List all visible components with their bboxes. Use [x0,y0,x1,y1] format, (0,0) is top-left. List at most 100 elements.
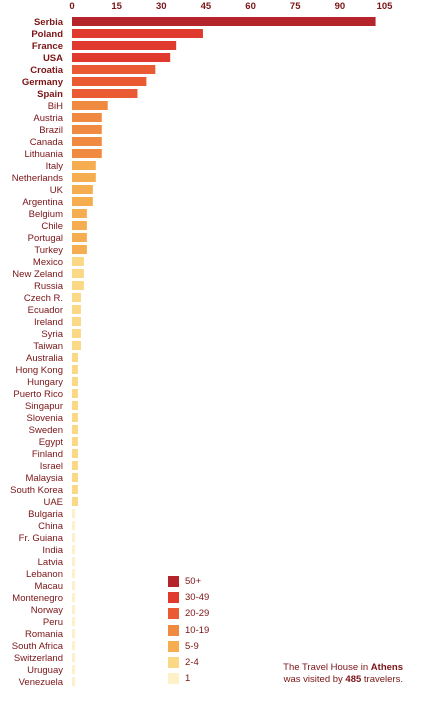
bar [72,305,81,314]
category-label: Venezuela [19,677,64,688]
category-label: Latvia [38,557,64,568]
category-label: Syria [41,329,63,340]
legend-item: 1 [168,671,209,687]
legend-label: 2-4 [185,657,199,669]
bar [72,641,75,650]
category-label: Russia [34,281,64,292]
bar [72,401,78,410]
bar [72,17,376,26]
bar [72,509,75,518]
bar [72,221,87,230]
category-label: Lebanon [26,569,63,580]
category-label: France [32,41,63,52]
bar [72,185,93,194]
bars [72,17,376,686]
category-label: Portugal [28,233,63,244]
category-label: Chile [41,221,63,232]
legend-swatch [168,657,179,669]
category-label: Poland [31,29,63,40]
legend-item: 50+ [168,573,209,589]
category-label: USA [43,53,63,64]
category-label: Finland [32,449,63,460]
category-label: New Zeland [12,269,63,280]
legend-item: 30-49 [168,589,209,605]
category-label: Uruguay [27,665,63,676]
bar [72,485,78,494]
footnote-line-1: The Travel House in Athens [258,662,403,674]
bar [72,41,177,50]
bar [72,125,102,134]
footnote-text: was visited by [283,674,346,685]
bar [72,557,75,566]
bar [72,677,75,686]
bar [72,365,78,374]
category-label: Slovenia [27,413,64,424]
bar [72,29,203,38]
category-label: Singapur [25,401,63,412]
bar [72,569,75,578]
bar [72,545,75,554]
bar [72,53,171,62]
category-label: Fr. Guiana [19,533,64,544]
x-tick-label: 0 [69,1,74,12]
bar [72,197,93,206]
category-label: Puerto Rico [13,389,63,400]
legend-swatch [168,608,179,620]
legend-label: 10-19 [185,624,210,636]
bar [72,257,84,266]
bar [72,389,78,398]
bar [72,101,108,110]
bar [72,173,96,182]
footnote-text: The Travel House in [283,662,371,673]
x-axis-ticks: 0 15 30 45 60 75 90 105 [69,1,393,12]
category-label: South Africa [12,641,64,652]
footnote-count: 485 [345,674,362,685]
bar [72,317,81,326]
category-label: UK [50,185,64,196]
legend-swatch [168,591,179,603]
bar [72,449,78,458]
bar [72,329,81,338]
x-tick-label: 105 [377,1,394,12]
x-tick-label: 45 [201,1,212,12]
bar [72,353,78,362]
x-tick-label: 30 [156,1,167,12]
x-tick-label: 90 [335,1,346,12]
category-label: Belgium [29,209,63,220]
category-label: Norway [31,605,63,616]
bar [72,281,84,290]
category-label: Macau [34,581,63,592]
category-label: Taiwan [33,341,63,352]
category-label: Switzerland [14,653,63,664]
bar [72,65,156,74]
category-label: Egypt [39,437,64,448]
category-label: Australia [26,353,64,364]
bar [72,617,75,626]
bar [72,521,75,530]
legend-label: 50+ [185,575,202,587]
footnote-city: Athens [370,662,403,673]
x-tick-label: 75 [290,1,301,12]
legend-swatch [168,624,179,636]
bar [72,149,102,158]
bar [72,473,78,482]
bar [72,137,102,146]
legend-swatch [168,673,179,685]
bar [72,629,75,638]
legend-label: 5-9 [185,640,199,652]
legend-swatch [168,575,179,587]
footnote-line-2: was visited by 485 travelers. [258,674,403,686]
category-label: Italy [46,161,64,172]
category-label: Lithuania [24,149,63,160]
bar [72,593,75,602]
category-label: India [42,545,63,556]
bar [72,533,75,542]
bar [72,605,75,614]
bar [72,209,87,218]
category-label: Czech R. [24,293,63,304]
category-label: Serbia [34,17,64,28]
bar [72,413,78,422]
category-label: Peru [43,617,63,628]
footnote: The Travel House in Athens was visited b… [258,662,403,686]
